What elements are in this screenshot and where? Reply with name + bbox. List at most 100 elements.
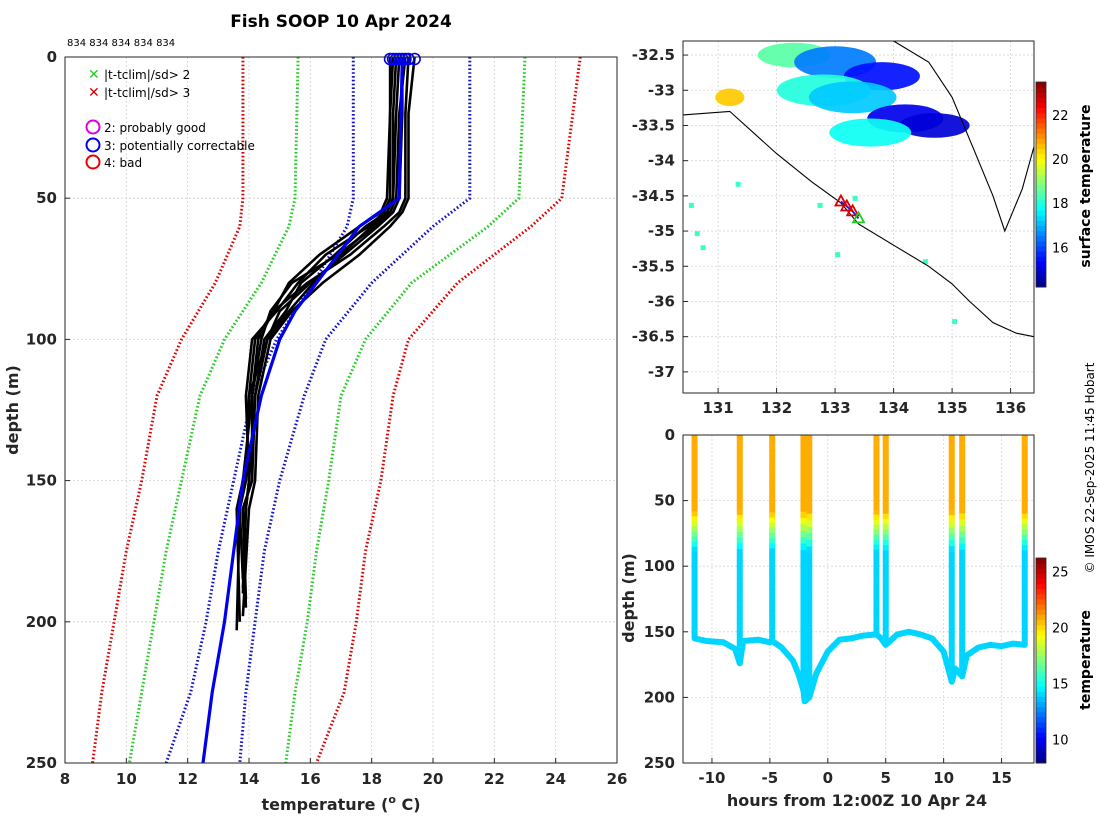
temp-colorbar-tick-label: 10 — [1052, 733, 1069, 748]
cast-segment — [736, 583, 743, 590]
cast-segment — [769, 589, 776, 596]
cast-segment — [800, 479, 807, 487]
cast-segment — [948, 533, 955, 541]
cast-segment — [959, 616, 966, 623]
cast-segment — [959, 610, 966, 617]
cast-segment — [806, 618, 813, 626]
sst-colorbar-segment — [1036, 225, 1046, 232]
sst-patch — [715, 88, 745, 107]
cast-segment — [882, 602, 889, 609]
cast-segment — [873, 449, 880, 456]
cast-segment — [948, 447, 955, 454]
cast-segment — [873, 519, 880, 526]
cast-segment — [948, 589, 955, 596]
cast-segment — [1021, 529, 1028, 536]
cast-segment — [959, 561, 966, 569]
cast-segment — [882, 571, 889, 578]
cast-segment — [691, 557, 698, 563]
legend-item-qc2: 2: probably good — [85, 119, 206, 135]
cast-segment — [691, 465, 698, 472]
timeseries-frame — [682, 434, 1035, 764]
cast-segment — [736, 623, 743, 630]
y-tick-label: 50 — [36, 189, 57, 207]
cast-segment — [800, 594, 807, 602]
sst-colorbar-segment — [1036, 97, 1046, 103]
cast-segment — [800, 543, 807, 551]
cast-segment — [882, 440, 889, 446]
cast-segment — [800, 466, 807, 474]
cast-segment — [800, 575, 807, 583]
cast-segment — [959, 483, 966, 490]
ts-x-tick-label: -10 — [698, 769, 725, 787]
cast-segment — [769, 563, 776, 570]
cast-segment — [800, 646, 807, 653]
legend-item-qc3: 3: potentially correctable — [85, 137, 255, 153]
cast-segment — [806, 467, 813, 475]
cast-segment — [691, 516, 698, 522]
cast-segment — [736, 577, 743, 584]
cast-segment — [691, 501, 698, 507]
cast-segment — [806, 461, 813, 469]
sst-colorbar-segment — [1036, 133, 1046, 139]
sst-colorbar-segment — [1036, 194, 1046, 201]
cast-segment — [873, 554, 880, 561]
cast-segment — [873, 544, 880, 551]
cast-segment — [806, 474, 813, 482]
cast-segment — [691, 455, 698, 461]
cast-segment — [959, 537, 966, 545]
map-x-tick-label: 131 — [702, 399, 733, 417]
cast-segment — [736, 554, 743, 562]
cast-segment — [691, 551, 698, 558]
cast-segment — [873, 539, 880, 546]
temp-colorbar-segment — [1036, 573, 1046, 579]
cast-segment — [882, 471, 889, 478]
cast-segment — [873, 479, 880, 486]
map-y-tick-label: -34.5 — [632, 187, 675, 205]
temp-colorbar-segment — [1036, 686, 1046, 692]
cast-top-dot — [800, 435, 807, 440]
cast-segment — [1021, 555, 1028, 562]
cast-segment — [959, 465, 966, 472]
cast-segment — [769, 574, 776, 580]
cast-segment — [1021, 608, 1028, 614]
cast-segment — [691, 450, 698, 456]
map-y-tick-label: -36 — [648, 292, 675, 310]
sst-colorbar-segment — [1036, 199, 1046, 206]
cast-segment — [1021, 482, 1028, 488]
legend: ✕ |t-tclim|/sd> 2 ✕ |t-tclim|/sd> 3 2: p… — [85, 67, 255, 170]
cast-segment — [959, 628, 966, 635]
cast-segment — [691, 460, 698, 467]
cast-segment — [959, 640, 966, 647]
ts-y-tick-label: 100 — [644, 557, 675, 575]
temp-colorbar-segment — [1036, 558, 1046, 564]
cast-segment — [1021, 450, 1028, 457]
cast-segment — [736, 589, 743, 596]
sst-colorbar-tick-label: 22 — [1052, 109, 1069, 124]
cast-location-marker — [833, 193, 848, 207]
qc-surface-markers — [383, 52, 421, 66]
cast-segment — [769, 445, 776, 451]
cast-segment — [806, 658, 813, 666]
cast-segment — [959, 441, 966, 448]
cast-segment — [806, 553, 813, 561]
cast-segment — [959, 525, 966, 533]
temp-colorbar-segment — [1036, 604, 1046, 610]
cast-segment — [882, 466, 889, 473]
cast-segment — [873, 579, 880, 586]
cast-segment — [806, 559, 813, 567]
sst-pixel — [735, 181, 741, 187]
cast-segment — [736, 497, 743, 504]
cast-segment — [806, 644, 813, 652]
cast-segment — [959, 567, 966, 575]
cast-segment — [948, 619, 955, 627]
sst-pixel — [700, 245, 706, 251]
sst-colorbar-tick-label: 16 — [1052, 241, 1069, 256]
cast-segment — [800, 486, 807, 494]
cast-segment — [769, 522, 776, 529]
cast-segment — [959, 634, 966, 641]
cast-top-dot — [882, 435, 889, 440]
cast-segment — [806, 494, 813, 502]
sst-colorbar-segment — [1036, 246, 1046, 252]
cast-segment — [873, 524, 880, 531]
map-y-tick-label: -32.5 — [632, 46, 675, 64]
